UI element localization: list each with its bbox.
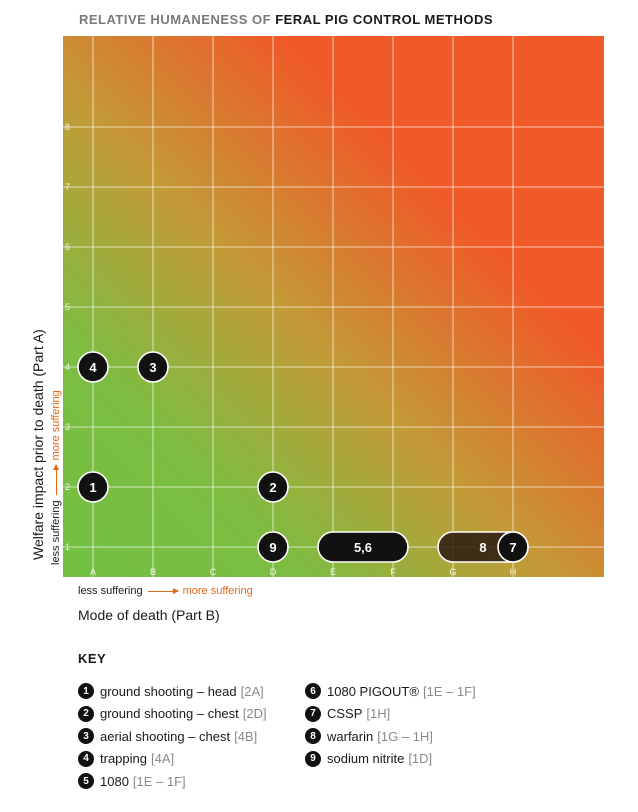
x-more-suffering: more suffering [182, 585, 253, 597]
data-point-9 [257, 531, 289, 563]
chart-title: RELATIVE HUMANENESS OF FERAL PIG CONTROL… [79, 12, 493, 27]
y-tick-label: 1 [65, 542, 70, 552]
y-tick-labels: 1 2 3 4 5 6 7 8 [65, 122, 70, 552]
key-number-badge: 8 [305, 728, 321, 745]
x-arrow [147, 587, 179, 594]
y-more-suffering: more suffering [50, 390, 62, 461]
key-item-code: [4B] [234, 728, 258, 744]
chart-title-part2: FERAL PIG CONTROL METHODS [275, 12, 494, 27]
key-column-1: 1 ground shooting – head [2A] 2 ground shoot… [78, 680, 267, 793]
key-item-code: [2A] [240, 683, 264, 699]
range-bar-label: 5,6 [354, 540, 372, 555]
key-item-name: sodium nitrite [327, 751, 405, 767]
key-title: KEY [78, 651, 107, 666]
key-item-1: 1 ground shooting – head [2A] [78, 680, 267, 703]
key-item-name: aerial shooting – chest [100, 728, 231, 744]
key-item-code: [1D] [408, 751, 433, 767]
y-tick-label: 5 [65, 302, 70, 312]
y-tick-label: 3 [65, 422, 70, 432]
x-tick-label: H [510, 567, 517, 577]
key-item-9: 9 sodium nitrite [1D] [305, 748, 476, 771]
data-marks: 5,6 8 1 2 3 4 9 7 [77, 351, 529, 563]
data-point-2 [257, 471, 289, 503]
key-number-badge: 6 [305, 683, 321, 700]
x-tick-label: D [270, 567, 277, 577]
y-tick-label: 8 [65, 122, 70, 132]
range-bar-5-6 [317, 531, 409, 563]
key-item-code: [1E – 1F] [132, 773, 186, 789]
key-item-5: 5 1080 [1E – 1F] [78, 770, 267, 793]
key-item-code: [1E – 1F] [422, 683, 476, 699]
key-number-badge: 2 [78, 705, 94, 722]
x-less-suffering: less suffering [78, 585, 143, 597]
key-item-name: trapping [100, 751, 147, 767]
key-item-2: 2 ground shooting – chest [2D] [78, 703, 267, 726]
data-point-4 [77, 351, 109, 383]
y-less-suffering: less suffering [50, 500, 62, 565]
y-tick-label: 4 [65, 362, 70, 372]
x-axis-label: Mode of death (Part B) [78, 607, 220, 623]
key-item-6: 6 1080 PIGOUT® [1E – 1F] [305, 680, 476, 703]
key-number-badge: 9 [305, 750, 321, 767]
x-tick-label: B [150, 567, 156, 577]
data-point-2-label: 2 [269, 480, 276, 495]
key-item-3: 3 aerial shooting – chest [4B] [78, 725, 267, 748]
key-item-code: [2D] [242, 706, 267, 722]
data-point-7 [497, 531, 529, 563]
key-number-badge: 5 [78, 773, 94, 790]
y-suffering-indicator: less suffering more suffering [50, 365, 62, 565]
key-number-badge: 4 [78, 750, 94, 767]
key-item-name: ground shooting – chest [100, 706, 239, 722]
key-number-badge: 7 [305, 705, 321, 722]
key-item-name: 1080 PIGOUT® [327, 683, 419, 699]
range-bar-label: 8 [479, 540, 486, 555]
key-item-7: 7 CSSP [1H] [305, 703, 476, 726]
key-item-code: [1G – 1H] [377, 728, 433, 744]
plot-background [63, 36, 604, 577]
key-item-4: 4 trapping [4A] [78, 748, 267, 771]
x-tick-labels: A B C D E F G H [90, 567, 516, 577]
data-point-3 [137, 351, 169, 383]
x-tick-label: C [210, 567, 217, 577]
x-tick-label: G [449, 567, 456, 577]
data-point-9-label: 9 [269, 540, 276, 555]
data-point-1 [77, 471, 109, 503]
x-tick-label: A [90, 567, 96, 577]
grid-lines [63, 36, 604, 577]
key-item-name: warfarin [327, 728, 374, 744]
key-item-code: [1H] [366, 706, 391, 722]
y-tick-label: 2 [65, 482, 70, 492]
key-column-2: 6 1080 PIGOUT® [1E – 1F] 7 CSSP [1H] 8 warfarin… [305, 680, 476, 770]
data-point-3-label: 3 [149, 360, 156, 375]
key-item-8: 8 warfarin [1G – 1H] [305, 725, 476, 748]
key-item-name: ground shooting – head [100, 683, 237, 699]
x-suffering-indicator: less suffering more suffering [78, 585, 253, 597]
y-tick-label: 7 [65, 182, 70, 192]
key-item-name: 1080 [100, 773, 129, 789]
chart-plot: A B C D E F G H 1 2 3 4 5 6 7 8 5,6 8 1 2 3 4 9 7 [63, 36, 604, 577]
chart-title-part1: RELATIVE HUMANENESS OF [79, 12, 272, 27]
y-tick-label: 6 [65, 242, 70, 252]
x-tick-label: E [330, 567, 336, 577]
data-point-1-label: 1 [89, 480, 96, 495]
key-item-name: CSSP [327, 706, 363, 722]
y-arrow [55, 465, 57, 496]
key-number-badge: 1 [78, 683, 94, 700]
data-point-4-label: 4 [89, 360, 97, 375]
data-point-7-label: 7 [509, 540, 516, 555]
y-axis-label: Welfare impact prior to death (Part A) [30, 329, 46, 560]
key-number-badge: 3 [78, 728, 94, 745]
x-tick-label: F [390, 567, 396, 577]
key-item-code: [4A] [150, 751, 175, 767]
